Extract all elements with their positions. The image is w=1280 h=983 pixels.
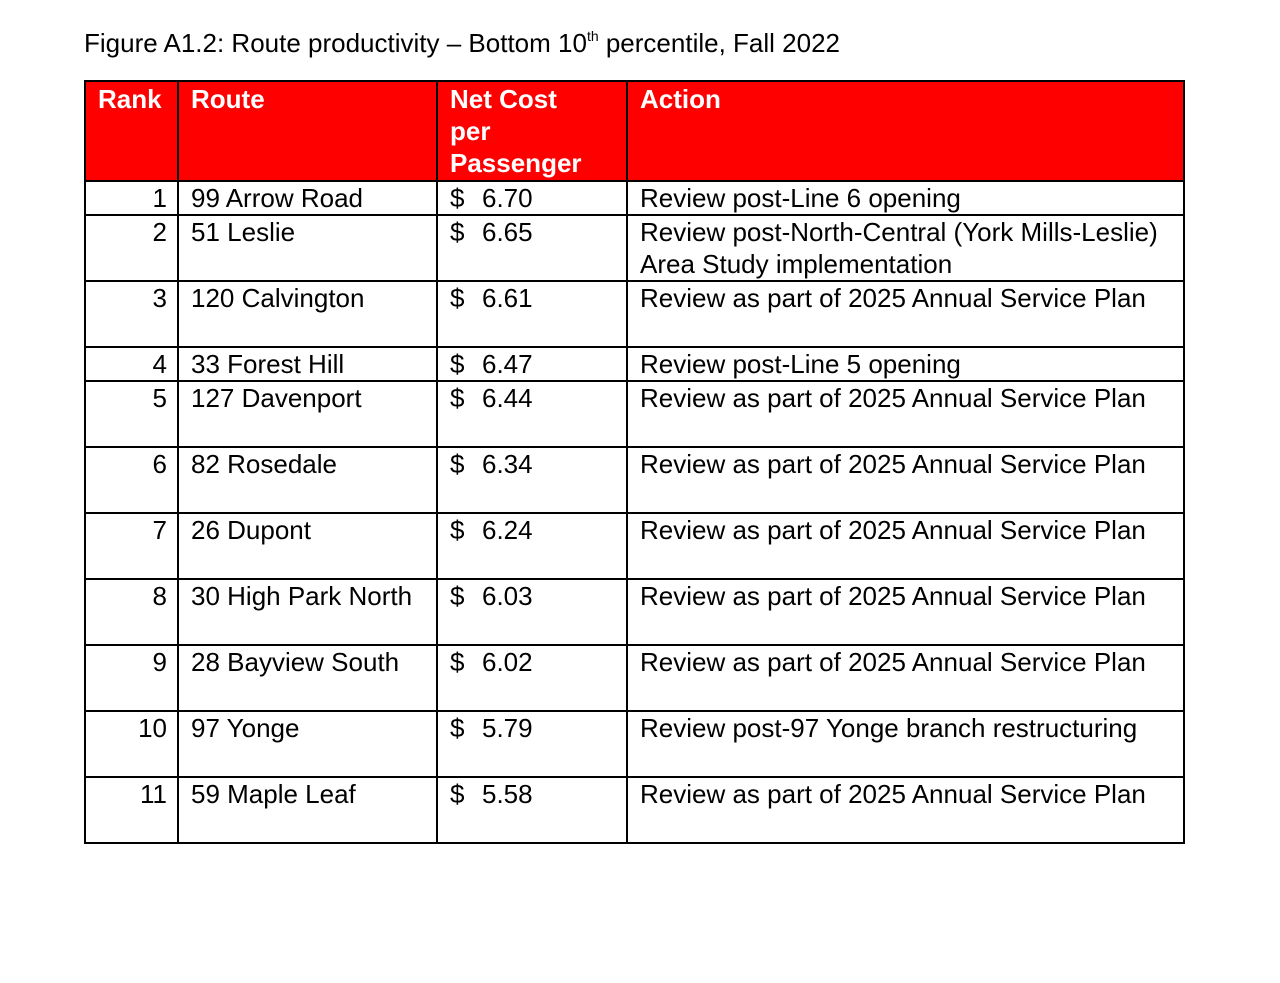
cost-value: 6.34 (482, 449, 533, 479)
cost-value: 5.58 (482, 779, 533, 809)
cost-cell: $6.65 (436, 214, 628, 282)
currency-symbol: $ (450, 383, 465, 413)
cost-value: 6.44 (482, 383, 533, 413)
table-row: 11 59 Maple Leaf $5.58 Review as part of… (84, 776, 1185, 844)
currency-symbol: $ (450, 581, 465, 611)
rank-cell: 1 (84, 180, 179, 216)
header-rank: Rank (84, 80, 179, 182)
action-cell: Review as part of 2025 Annual Service Pl… (626, 380, 1185, 448)
cost-value: 6.70 (482, 183, 533, 213)
cost-value: 6.02 (482, 647, 533, 677)
header-net-cost-line2: per (450, 116, 491, 146)
action-cell: Review post-Line 6 opening (626, 180, 1185, 216)
currency-symbol: $ (450, 713, 465, 743)
cost-cell: $6.44 (436, 380, 628, 448)
table-row: 10 97 Yonge $5.79 Review post-97 Yonge b… (84, 710, 1185, 778)
action-cell: Review post-North-Central (York Mills-Le… (626, 214, 1185, 282)
route-cell: 51 Leslie (177, 214, 438, 282)
cost-value: 6.65 (482, 217, 533, 247)
route-cell: 33 Forest Hill (177, 346, 438, 382)
rank-cell: 9 (84, 644, 179, 712)
action-cell: Review as part of 2025 Annual Service Pl… (626, 280, 1185, 348)
route-cell: 120 Calvington (177, 280, 438, 348)
table-row: 8 30 High Park North $6.03 Review as par… (84, 578, 1185, 646)
action-cell: Review as part of 2025 Annual Service Pl… (626, 578, 1185, 646)
rank-cell: 7 (84, 512, 179, 580)
header-action: Action (626, 80, 1185, 182)
cost-cell: $6.24 (436, 512, 628, 580)
currency-symbol: $ (450, 647, 465, 677)
cost-value: 5.79 (482, 713, 533, 743)
header-net-cost: Net Cost per Passenger (436, 80, 628, 182)
header-route: Route (177, 80, 438, 182)
table-row: 3 120 Calvington $6.61 Review as part of… (84, 280, 1185, 348)
currency-symbol: $ (450, 779, 465, 809)
currency-symbol: $ (450, 515, 465, 545)
cost-cell: $6.02 (436, 644, 628, 712)
table-row: 1 99 Arrow Road $6.70 Review post-Line 6… (84, 180, 1185, 216)
action-cell: Review as part of 2025 Annual Service Pl… (626, 446, 1185, 514)
route-cell: 28 Bayview South (177, 644, 438, 712)
table-row: 2 51 Leslie $6.65 Review post-North-Cent… (84, 214, 1185, 282)
caption-suffix: percentile, Fall 2022 (598, 28, 840, 58)
currency-symbol: $ (450, 283, 465, 313)
action-cell: Review post-Line 5 opening (626, 346, 1185, 382)
currency-symbol: $ (450, 449, 465, 479)
caption-prefix: Figure A1.2: Route productivity – Bottom… (84, 28, 587, 58)
route-cell: 26 Dupont (177, 512, 438, 580)
action-cell: Review post-97 Yonge branch restructurin… (626, 710, 1185, 778)
route-cell: 59 Maple Leaf (177, 776, 438, 844)
cost-value: 6.03 (482, 581, 533, 611)
header-net-cost-line1: Net Cost (450, 84, 557, 114)
caption-superscript: th (586, 28, 599, 44)
currency-symbol: $ (450, 349, 465, 379)
cost-cell: $5.79 (436, 710, 628, 778)
action-cell: Review as part of 2025 Annual Service Pl… (626, 512, 1185, 580)
cost-cell: $6.61 (436, 280, 628, 348)
currency-symbol: $ (450, 183, 465, 213)
rank-cell: 11 (84, 776, 179, 844)
cost-cell: $6.34 (436, 446, 628, 514)
rank-cell: 10 (84, 710, 179, 778)
table-row: 5 127 Davenport $6.44 Review as part of … (84, 380, 1185, 448)
rank-cell: 3 (84, 280, 179, 348)
cost-cell: $6.47 (436, 346, 628, 382)
route-cell: 99 Arrow Road (177, 180, 438, 216)
rank-cell: 8 (84, 578, 179, 646)
cost-cell: $5.58 (436, 776, 628, 844)
rank-cell: 2 (84, 214, 179, 282)
rank-cell: 5 (84, 380, 179, 448)
route-cell: 127 Davenport (177, 380, 438, 448)
table-body: 1 99 Arrow Road $6.70 Review post-Line 6… (84, 180, 1185, 844)
action-cell: Review as part of 2025 Annual Service Pl… (626, 644, 1185, 712)
header-net-cost-line3: Passenger (450, 148, 582, 178)
cost-value: 6.24 (482, 515, 533, 545)
route-productivity-table: Rank Route Net Cost per Passenger Action 1… (84, 80, 1185, 844)
rank-cell: 6 (84, 446, 179, 514)
currency-symbol: $ (450, 217, 465, 247)
table-row: 7 26 Dupont $6.24 Review as part of 2025… (84, 512, 1185, 580)
route-cell: 82 Rosedale (177, 446, 438, 514)
table-row: 4 33 Forest Hill $6.47 Review post-Line … (84, 346, 1185, 382)
table-row: 9 28 Bayview South $6.02 Review as part … (84, 644, 1185, 712)
route-cell: 97 Yonge (177, 710, 438, 778)
action-cell: Review as part of 2025 Annual Service Pl… (626, 776, 1185, 844)
table-row: 6 82 Rosedale $6.34 Review as part of 20… (84, 446, 1185, 514)
cost-value: 6.47 (482, 349, 533, 379)
figure-caption: Figure A1.2: Route productivity – Bottom… (84, 26, 840, 60)
header-row: Rank Route Net Cost per Passenger Action (84, 80, 1185, 182)
route-cell: 30 High Park North (177, 578, 438, 646)
cost-cell: $6.03 (436, 578, 628, 646)
cost-value: 6.61 (482, 283, 533, 313)
cost-cell: $6.70 (436, 180, 628, 216)
rank-cell: 4 (84, 346, 179, 382)
